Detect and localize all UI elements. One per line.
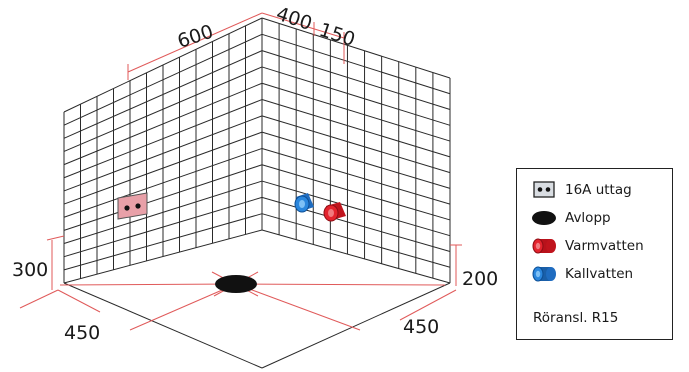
grid-line bbox=[63, 66, 263, 152]
legend-label-hot: Varmvatten bbox=[565, 238, 644, 254]
grid-line bbox=[63, 213, 263, 271]
dim-bottom-right: 450 bbox=[403, 316, 439, 338]
legend-label-outlet: 16A uttag bbox=[565, 182, 632, 198]
legend-label-cold: Kallvatten bbox=[565, 266, 634, 282]
dim-line bbox=[399, 289, 457, 321]
grid-line bbox=[63, 164, 263, 231]
dim-line bbox=[127, 12, 263, 73]
grid-line bbox=[63, 33, 263, 126]
grid-line bbox=[261, 17, 451, 79]
grid-line bbox=[261, 66, 451, 126]
grid-line bbox=[63, 180, 263, 245]
grid-line bbox=[261, 115, 451, 174]
drain-icon bbox=[215, 275, 257, 293]
grid-line bbox=[261, 82, 451, 142]
dim-left-height: 300 bbox=[12, 259, 48, 281]
grid-line bbox=[63, 82, 263, 166]
cold-water-pipe-icon bbox=[532, 266, 556, 282]
cold-water-pipe-icon bbox=[294, 193, 314, 213]
grid-line bbox=[261, 196, 451, 252]
dim-tick bbox=[46, 235, 65, 241]
legend-label-drain: Avlopp bbox=[565, 210, 611, 226]
dim-guide bbox=[235, 283, 446, 286]
grid-line bbox=[63, 131, 263, 205]
grid-line bbox=[63, 99, 263, 179]
dim-guide bbox=[129, 283, 237, 331]
legend-note: Röransl. R15 bbox=[533, 310, 619, 326]
dim-top-mid: 400 bbox=[273, 3, 314, 35]
grid-line bbox=[261, 213, 451, 268]
right-wall-grid bbox=[261, 17, 451, 284]
grid-line bbox=[261, 33, 451, 95]
grid-line bbox=[261, 131, 451, 189]
floor-edge bbox=[63, 282, 263, 369]
dim-line bbox=[261, 12, 345, 39]
grid-line bbox=[63, 196, 263, 258]
grid-line bbox=[261, 180, 451, 237]
dim-top-right: 150 bbox=[316, 19, 357, 51]
grid-line bbox=[261, 99, 451, 158]
dimension-lines bbox=[19, 12, 462, 331]
legend: 16A uttag Avlopp Varmvatten Kallvatten R… bbox=[516, 168, 673, 340]
grid-line bbox=[63, 50, 263, 139]
legend-item-outlet: 16A uttag bbox=[531, 179, 632, 201]
dim-top-left: 600 bbox=[175, 21, 216, 53]
dim-line bbox=[19, 289, 59, 309]
left-wall-grid bbox=[63, 17, 263, 284]
legend-item-drain: Avlopp bbox=[531, 207, 611, 229]
outlet-icon bbox=[533, 181, 555, 198]
dim-right-height: 200 bbox=[462, 268, 498, 290]
outlet-icon bbox=[117, 192, 148, 220]
grid-line bbox=[63, 115, 263, 192]
floor-edge bbox=[261, 282, 451, 369]
floor bbox=[63, 282, 451, 369]
dim-guide bbox=[235, 283, 361, 331]
grid-line bbox=[261, 164, 451, 221]
grid-line bbox=[63, 229, 263, 284]
grid-line bbox=[261, 229, 451, 284]
hot-water-pipe-icon bbox=[323, 202, 346, 222]
grid-line bbox=[63, 17, 263, 113]
legend-item-hot: Varmvatten bbox=[531, 235, 644, 257]
grid-line bbox=[63, 147, 263, 218]
dim-guide bbox=[59, 283, 237, 286]
dim-bottom-left: 450 bbox=[64, 322, 100, 344]
grid-line bbox=[261, 50, 451, 111]
legend-item-cold: Kallvatten bbox=[531, 263, 633, 285]
hot-water-pipe-icon bbox=[532, 238, 556, 254]
dim-line bbox=[57, 289, 101, 313]
drain-icon bbox=[532, 211, 556, 225]
grid-line bbox=[261, 147, 451, 205]
